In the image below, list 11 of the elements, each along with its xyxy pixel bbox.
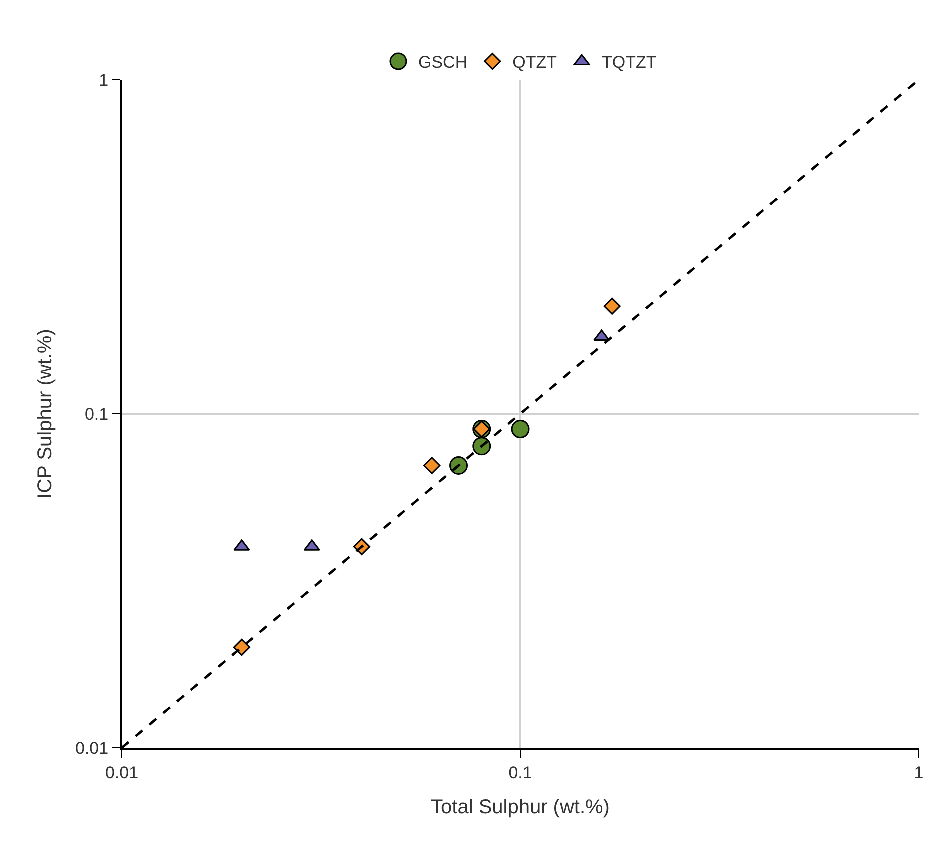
legend-label: GSCH bbox=[418, 53, 468, 72]
x-tick-label: 0.1 bbox=[508, 763, 532, 782]
legend-label: QTZT bbox=[512, 53, 558, 72]
y-axis-title: ICP Sulphur (wt.%) bbox=[34, 329, 57, 499]
x-tick-label: 0.01 bbox=[105, 763, 139, 782]
y-tick-label: 1 bbox=[99, 70, 109, 90]
y-tick-label: 0.1 bbox=[84, 404, 109, 424]
legend-label: TQTZT bbox=[602, 53, 657, 72]
x-axis-title: Total Sulphur (wt.%) bbox=[431, 796, 610, 818]
x-tick-label: 1 bbox=[914, 763, 924, 782]
y-tick-label: 0.01 bbox=[76, 738, 109, 758]
